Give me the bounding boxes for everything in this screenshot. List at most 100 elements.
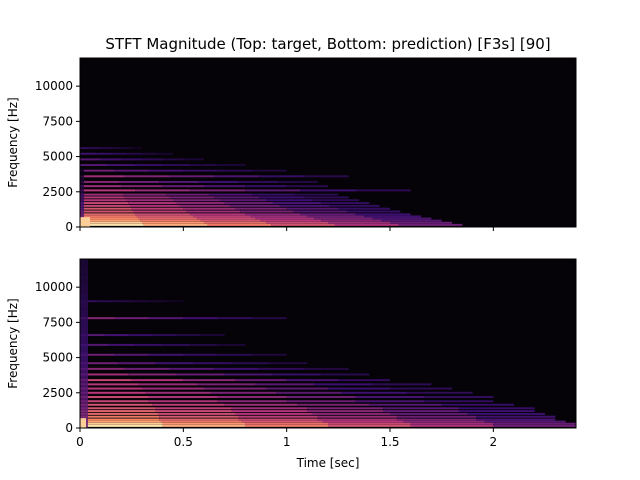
- y-tick-label: 2500: [42, 386, 73, 400]
- harmonic-2-seg-0: [80, 219, 141, 222]
- harmonic-9-seg-1: [128, 202, 177, 205]
- harmonic-6-seg-0: [80, 410, 156, 413]
- harmonic-2-seg-3: [260, 219, 322, 222]
- onset-cell-14: [80, 301, 88, 310]
- harmonic-20-seg-4: [176, 334, 201, 337]
- harmonic-9-seg-0: [80, 400, 149, 403]
- harmonic-20-seg-0: [80, 152, 96, 155]
- harmonic-13-seg-3: [245, 189, 301, 192]
- harmonic-6-seg-3: [240, 210, 294, 213]
- harmonic-8-seg-5: [329, 204, 380, 207]
- harmonic-0-seg-5: [493, 424, 576, 427]
- harmonic-17-seg-2: [148, 169, 184, 172]
- harmonic-8-seg-0: [80, 403, 153, 406]
- harmonic-16-seg-0: [80, 175, 125, 178]
- harmonic-15-seg-1: [119, 180, 160, 183]
- harmonic-16-seg-2: [169, 175, 215, 178]
- onset-cell-13: [80, 309, 88, 319]
- harmonic-3-seg-1: [138, 217, 198, 220]
- harmonic-16-seg-1: [124, 175, 170, 178]
- harmonic-1-seg-4: [410, 422, 494, 425]
- harmonic-12-seg-2: [204, 387, 266, 390]
- harmonic-17-seg-4: [217, 169, 253, 172]
- harmonic-10-seg-5: [424, 396, 494, 399]
- onset-cell-2: [80, 201, 84, 211]
- harmonic-12-seg-3: [209, 193, 253, 196]
- harmonic-19-seg-4: [190, 343, 218, 346]
- harmonic-5-seg-3: [245, 213, 301, 216]
- harmonic-7-seg-3: [307, 407, 384, 410]
- harmonic-22-seg-0: [80, 300, 98, 303]
- harmonic-3-seg-2: [197, 217, 256, 220]
- harmonic-7-seg-1: [131, 207, 184, 210]
- harmonic-22-seg-3: [131, 300, 149, 303]
- harmonic-9-seg-4: [355, 400, 425, 403]
- harmonic-21-seg-0: [80, 317, 115, 320]
- harmonic-2-seg-1: [160, 420, 242, 423]
- harmonic-10-seg-2: [217, 396, 287, 399]
- harmonic-4-seg-5: [476, 415, 556, 418]
- harmonic-3-seg-4: [396, 418, 477, 421]
- harmonic-5-seg-5: [467, 412, 545, 415]
- onset-cell-5: [80, 377, 88, 386]
- harmonic-2-seg-0: [80, 420, 161, 423]
- harmonic-22-seg-1: [97, 300, 115, 303]
- onset-cell-6: [80, 368, 88, 378]
- harmonic-1-seg-5: [493, 422, 576, 425]
- harmonic-6-seg-2: [186, 210, 241, 213]
- harmonic-11-seg-0: [80, 391, 146, 394]
- onset-cell-5: [80, 176, 84, 185]
- harmonic-5-seg-3: [312, 412, 390, 415]
- harmonic-17-seg-3: [183, 169, 218, 172]
- harmonic-2-seg-1: [140, 219, 201, 222]
- harmonic-18-seg-5: [217, 164, 246, 167]
- harmonic-6-seg-4: [293, 210, 347, 213]
- harmonic-12-seg-0: [80, 193, 124, 196]
- y-tick-label: 5000: [42, 150, 73, 164]
- chart-title: STFT Magnitude (Top: target, Bottom: pre…: [105, 35, 550, 53]
- harmonic-7-seg-2: [231, 407, 308, 410]
- harmonic-15-seg-5: [321, 373, 370, 376]
- harmonic-6-seg-1: [133, 210, 187, 213]
- harmonic-17-seg-0: [80, 169, 115, 172]
- onset-cell-4: [80, 184, 84, 194]
- harmonic-17-seg-5: [252, 169, 287, 172]
- harmonic-9-seg-5: [321, 202, 370, 205]
- harmonic-0-seg-4: [410, 424, 494, 427]
- harmonic-13-seg-4: [300, 189, 356, 192]
- harmonic-12-seg-5: [390, 387, 452, 390]
- y-tick-label: 0: [65, 220, 73, 234]
- harmonic-0-seg-3: [328, 424, 411, 427]
- harmonic-9-seg-2: [217, 400, 287, 403]
- harmonic-15-seg-2: [176, 373, 225, 376]
- harmonic-13-seg-3: [255, 383, 315, 386]
- harmonic-15-seg-0: [80, 180, 120, 183]
- onset-cell-6: [80, 167, 84, 177]
- harmonic-20-seg-5: [157, 152, 173, 155]
- harmonic-9-seg-4: [272, 202, 322, 205]
- harmonic-8-seg-4: [279, 204, 330, 207]
- onset-cell-3: [80, 193, 84, 202]
- harmonic-18-seg-0: [80, 164, 108, 167]
- onset-cell-7: [80, 360, 88, 369]
- harmonic-11-seg-0: [80, 196, 125, 199]
- harmonic-6-seg-5: [458, 410, 535, 413]
- y-axis-label: Frequency [Hz]: [6, 97, 20, 188]
- harmonic-18-seg-5: [252, 353, 287, 356]
- harmonic-1-seg-0: [80, 221, 142, 224]
- harmonic-14-seg-3: [235, 379, 287, 382]
- harmonic-2-seg-5: [484, 420, 566, 423]
- harmonic-13-seg-4: [314, 383, 373, 386]
- harmonic-5-seg-0: [80, 213, 136, 216]
- harmonic-15-seg-5: [278, 180, 318, 183]
- harmonic-20-seg-3: [126, 152, 142, 155]
- harmonic-5-seg-2: [235, 412, 313, 415]
- harmonic-8-seg-1: [152, 403, 225, 406]
- harmonic-20-seg-2: [128, 334, 153, 337]
- harmonic-8-seg-3: [229, 204, 280, 207]
- harmonic-4-seg-3: [250, 215, 308, 218]
- harmonic-4-seg-0: [80, 215, 137, 218]
- harmonic-21-seg-1: [114, 317, 149, 320]
- harmonic-3-seg-0: [80, 217, 139, 220]
- harmonic-19-seg-0: [80, 343, 108, 346]
